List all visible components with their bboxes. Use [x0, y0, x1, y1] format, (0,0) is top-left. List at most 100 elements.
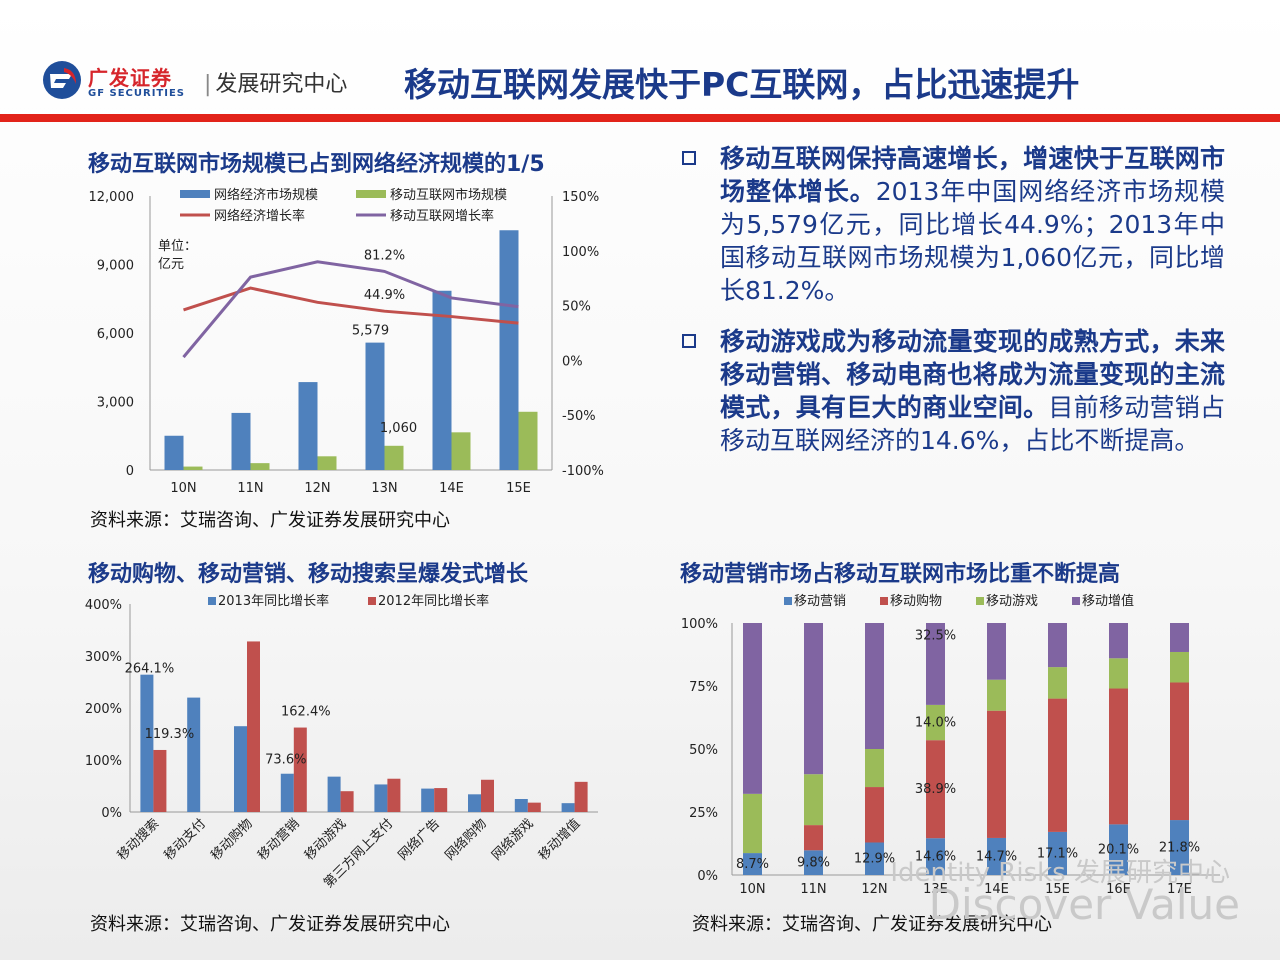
chart3-data-label: 14.7% — [976, 849, 1017, 864]
chart3-legend-swatch — [784, 597, 792, 605]
chart2-bar — [387, 778, 401, 812]
chart2-title: 移动购物、移动营销、移动搜索呈爆发式增长 — [88, 562, 529, 587]
chart3-data-label: 32.5% — [915, 628, 956, 643]
department-text: 发展研究中心 — [215, 72, 348, 97]
chart3-source: 资料来源：艾瑞咨询、广发证券发展研究中心 — [692, 914, 1052, 935]
chart2-x-tick: 网络购物 — [442, 816, 490, 864]
chart3-title: 移动营销市场占移动互联网市场比重不断提高 — [680, 562, 1121, 587]
bullet-item-1: 移动互联网保持高速增长，增速快于互联网市场整体增长。2013年中国网络经济市场规… — [680, 142, 1225, 307]
chart2-bar — [468, 794, 481, 812]
chart1: 12,000 9,000 6,000 3,000 0 150% 100% 50% 0% -50% -… — [89, 187, 604, 496]
chart2-bar — [327, 776, 341, 812]
separator: | — [204, 72, 212, 97]
chart2-x-tick: 网络广告 — [395, 816, 443, 864]
chart1-legend-label: 移动互联网市场规模 — [390, 187, 507, 203]
bullet-2-text: 目前移动营销占移动互联网经济的14.6%，占比不断提高。 — [720, 393, 1225, 455]
chart1-bar — [518, 411, 538, 470]
chart3-bar-segment — [1170, 820, 1189, 875]
chart3-bar-segment — [1170, 651, 1189, 683]
chart2-y-tick: 400% — [85, 598, 122, 613]
chart1-y2-tick: -100% — [562, 464, 604, 479]
chart3-bar-segment — [743, 853, 762, 875]
chart3-bar-segment — [926, 838, 945, 875]
chart3-bar-segment — [865, 842, 884, 875]
chart3-bar-segment — [804, 825, 823, 851]
chart1-y2-tick: 100% — [562, 245, 599, 260]
chart2-bar — [280, 773, 294, 812]
chart1-bar — [317, 456, 337, 470]
chart2-bar — [374, 784, 388, 812]
chart1-line-series — [182, 260, 519, 359]
chart3-bar-segment — [926, 623, 945, 705]
department-label: | 发展研究中心 — [204, 66, 347, 98]
chart3-data-label: 20.1% — [1098, 843, 1139, 858]
chart3-bar-segment — [1048, 623, 1067, 668]
chart1-unit-label: 单位： — [158, 239, 197, 254]
bullet-square-icon — [682, 151, 696, 165]
chart1-y-tick: 3,000 — [97, 396, 134, 411]
chart3-legend-label: 移动游戏 — [986, 594, 1038, 609]
chart1-line-series — [183, 286, 519, 325]
chart2-x-tick: 移动搜索 — [115, 816, 162, 863]
watermark-line2: Discover Value — [928, 880, 1240, 929]
gf-logo-icon — [43, 61, 81, 99]
chart2-bar — [247, 641, 260, 812]
chart2-bar — [574, 781, 588, 812]
chart1-legend-label: 网络经济市场规模 — [214, 187, 318, 203]
chart3-bar-segment — [865, 749, 884, 788]
bullet-list: 移动互联网保持高速增长，增速快于互联网市场整体增长。2013年中国网络经济市场规… — [680, 142, 1225, 475]
chart3-bar-segment — [1109, 623, 1128, 659]
watermark-line1: Identity Risks 发展研究中心 — [890, 858, 1230, 888]
chart2-x-tick: 移动游戏 — [302, 816, 349, 863]
chart3-y-tick: 0% — [697, 869, 718, 884]
chart2-x-tick: 移动支付 — [162, 816, 209, 863]
chart1-y-tick: 12,000 — [89, 190, 135, 205]
chart1-bar — [231, 412, 251, 470]
chart2-x-tick: 移动购物 — [208, 816, 256, 864]
chart3-bar-segment — [804, 774, 823, 826]
chart1-y2-tick: 150% — [562, 190, 599, 205]
chart1-y2-tick: 0% — [562, 354, 583, 369]
chart2-bar — [514, 799, 528, 812]
chart2-bar — [527, 802, 541, 812]
chart3-bar-segment — [926, 740, 945, 839]
chart3-bar-segment — [1109, 688, 1128, 825]
chart3-bar-segment — [865, 623, 884, 749]
chart2-legend-label: 2012年同比增长率 — [378, 593, 489, 609]
bullet-1-bold: 移动互联网保持高速增长，增速快于互联网市场整体增长。 — [720, 144, 1225, 206]
header: 广发证券 GF SECURITIES | 发展研究中心 移动互联网发展快于PC互联… — [0, 0, 1280, 122]
chart2-data-label: 264.1% — [125, 662, 175, 677]
chart3-data-label: 12.9% — [854, 852, 895, 867]
chart3-legend-label: 移动增值 — [1082, 593, 1134, 609]
chart3-bar-segment — [987, 710, 1006, 838]
chart2: 400%300%200%100%0%移动搜索 移动支付 移动购物 移动营销 移动游戏第三… — [85, 593, 598, 891]
logo-text-en: GF SECURITIES — [88, 88, 186, 99]
chart2-bar — [187, 697, 201, 812]
chart3-x-tick: 15E — [1045, 882, 1070, 897]
chart3-bar-segment — [743, 623, 762, 794]
chart1-legend-swatch — [180, 190, 210, 198]
chart3-y-tick: 25% — [689, 806, 718, 821]
chart1-data-label: 5,579 — [352, 324, 389, 339]
chart1-bar — [384, 445, 404, 470]
chart1-title: 移动互联网市场规模已占到网络经济规模的1/5 — [88, 152, 545, 177]
chart2-y-tick: 100% — [85, 754, 122, 769]
chart3-data-label: 14.0% — [915, 716, 956, 731]
chart1-legend-label: 网络经济增长率 — [214, 208, 305, 224]
chart1-y2-tick: -50% — [562, 409, 596, 424]
chart2-source: 资料来源：艾瑞咨询、广发证券发展研究中心 — [90, 914, 450, 935]
chart1-y-tick: 0 — [126, 464, 134, 479]
chart2-bar — [481, 779, 494, 812]
chart3-data-label: 21.8% — [1159, 841, 1200, 856]
header-divider — [0, 114, 1280, 122]
chart3-bar-segment — [1109, 658, 1128, 689]
bullet-item-2: 移动游戏成为移动流量变现的成熟方式，未来移动营销、移动电商也将成为流量变现的主流… — [680, 325, 1225, 457]
chart3-bar-segment — [804, 850, 823, 875]
chart2-bar — [340, 791, 354, 812]
chart3-y-tick: 50% — [689, 743, 718, 758]
chart3-y-tick: 75% — [689, 680, 718, 695]
chart1-bar — [164, 435, 184, 470]
chart2-bar — [293, 727, 307, 812]
chart3-x-tick: 16E — [1106, 882, 1131, 897]
